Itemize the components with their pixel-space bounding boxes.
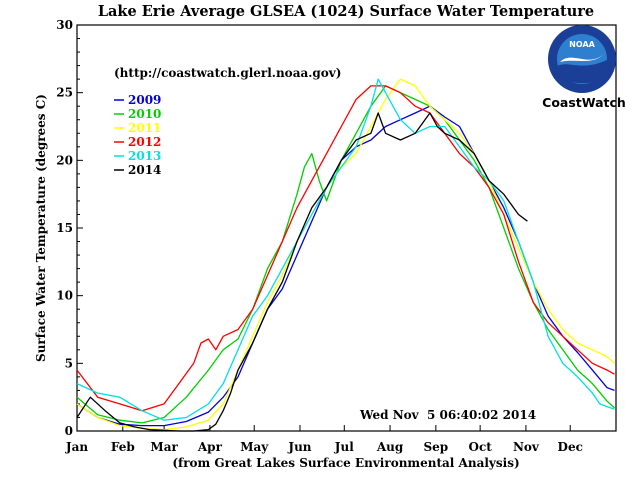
x-tick-label: Oct (468, 440, 492, 454)
legend-label: 2009 (128, 93, 161, 107)
x-tick-label: Aug (376, 440, 404, 454)
x-axis: Jan Feb Mar Apr May Jun Jul Aug Sep Oct Nov Dec (65, 425, 583, 454)
series-line-2011 (76, 78, 615, 431)
series-line-2014 (76, 112, 528, 432)
y-tick-label: 15 (56, 221, 73, 235)
noaa-logo-wave-icon (560, 54, 604, 62)
x-tick-label: Sep (423, 440, 448, 454)
noaa-logo: NOAA (548, 25, 616, 93)
y-axis-label: Surface Water Temperature (degrees C) (34, 94, 48, 362)
x-tick-label: Nov (513, 440, 540, 454)
x-tick-label: May (240, 440, 269, 454)
logo-caption: CoastWatch (542, 95, 626, 110)
x-tick-label: Jul (334, 440, 354, 454)
legend-label: 2010 (128, 107, 161, 121)
series-line-2013 (76, 78, 615, 421)
y-tick-label: 10 (56, 289, 73, 303)
x-tick-label: Feb (111, 440, 135, 454)
x-tick-label: Dec (558, 440, 583, 454)
y-axis: 0 5 10 15 20 25 30 (56, 18, 83, 438)
x-tick-label: Jun (287, 440, 311, 454)
y-tick-label: 0 (65, 424, 73, 438)
series-line-2009 (76, 105, 615, 427)
series-line-2012 (76, 85, 615, 412)
y-tick-label: 20 (56, 153, 73, 167)
noaa-logo-seagull-icon (557, 60, 607, 84)
series-group (76, 78, 615, 432)
legend-label: 2013 (128, 149, 161, 163)
x-tick-label: Apr (197, 440, 223, 454)
y-tick-label: 25 (56, 86, 73, 100)
x-axis-label: (from Great Lakes Surface Environmental … (172, 456, 519, 470)
plot-frame (76, 24, 617, 432)
x-tick-label: Mar (150, 440, 178, 454)
x-tick-label: Jan (65, 440, 88, 454)
y-tick-label: 5 (65, 356, 73, 370)
noaa-logo-text: NOAA (569, 40, 595, 49)
url-note: (http://coastwatch.glerl.noaa.gov) (114, 66, 341, 80)
chart-title: Lake Erie Average GLSEA (1024) Surface W… (98, 3, 594, 20)
legend-label: 2012 (128, 135, 161, 149)
y-tick-label: 30 (56, 18, 73, 32)
legend-label: 2011 (128, 121, 161, 135)
legend-label: 2014 (128, 163, 161, 177)
timestamp: Wed Nov 5 06:40:02 2014 (359, 408, 536, 422)
